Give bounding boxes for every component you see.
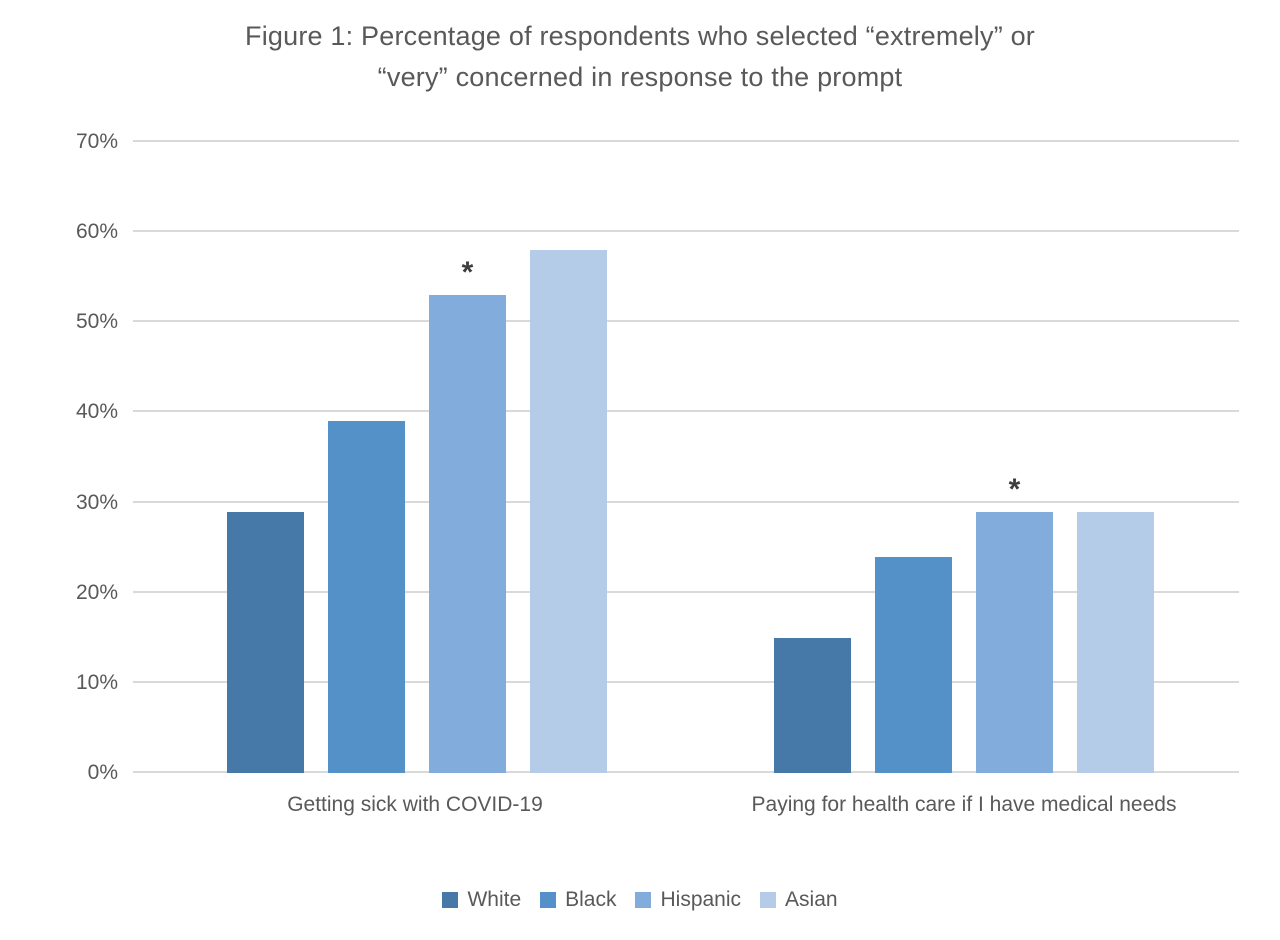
- y-axis-tick-label: 70%: [75, 130, 118, 153]
- legend-label: Asian: [785, 888, 838, 911]
- bar-hispanic: *: [976, 474, 1053, 773]
- y-axis-tick-label: 0%: [87, 761, 118, 784]
- legend-label: White: [467, 888, 522, 911]
- gridline: [133, 500, 1239, 503]
- bar-asian: [1077, 511, 1154, 773]
- y-axis-tick-label: 30%: [75, 490, 118, 514]
- bar-group: *: [227, 142, 607, 773]
- legend: White Black Hispanic Asian: [0, 888, 1280, 912]
- x-axis-line: [133, 771, 1239, 773]
- legend-label: Hispanic: [660, 888, 742, 911]
- legend-label: Black: [565, 888, 617, 911]
- bar-hispanic: *: [429, 258, 506, 773]
- chart-title-line-1: Figure 1: Percentage of respondents who …: [245, 21, 1035, 51]
- gridline: [133, 230, 1239, 233]
- chart-title-line-2: “very” concerned in response to the prom…: [377, 62, 903, 92]
- bar-white: [774, 637, 851, 773]
- bar-white: [227, 511, 304, 773]
- gridline: [133, 680, 1239, 683]
- gridline: [133, 140, 1239, 142]
- bar-asian: [530, 250, 607, 773]
- y-axis-tick-label: 40%: [75, 400, 118, 424]
- y-axis-tick-label: 60%: [75, 220, 118, 244]
- legend-item-asian: Asian: [760, 888, 838, 912]
- legend-item-black: Black: [540, 888, 616, 912]
- plot-area: * *: [133, 140, 1239, 773]
- gridline: [133, 590, 1239, 593]
- y-axis-tick-label: 10%: [75, 670, 118, 694]
- bar-group: *: [774, 142, 1154, 773]
- significance-asterisk: *: [1008, 472, 1021, 506]
- legend-swatch-icon: [442, 892, 459, 908]
- chart-title: Figure 1: Percentage of respondents who …: [0, 16, 1280, 98]
- legend-swatch-icon: [635, 892, 652, 908]
- category-label: Getting sick with COVID-19: [287, 793, 543, 816]
- legend-swatch-icon: [540, 892, 557, 908]
- bar-black: [875, 556, 952, 773]
- y-axis: 0% 10% 20% 30% 40% 50% 60% 70%: [28, 130, 118, 784]
- legend-item-white: White: [442, 888, 521, 912]
- y-axis-tick-label: 20%: [75, 580, 118, 604]
- significance-asterisk: *: [461, 256, 474, 290]
- y-axis-tick-label: 50%: [75, 310, 118, 334]
- gridline: [133, 320, 1239, 323]
- bar-black: [328, 421, 405, 773]
- category-label: Paying for health care if I have medical…: [751, 793, 1177, 816]
- gridline: [133, 410, 1239, 413]
- legend-swatch-icon: [760, 892, 777, 908]
- legend-item-hispanic: Hispanic: [635, 888, 741, 912]
